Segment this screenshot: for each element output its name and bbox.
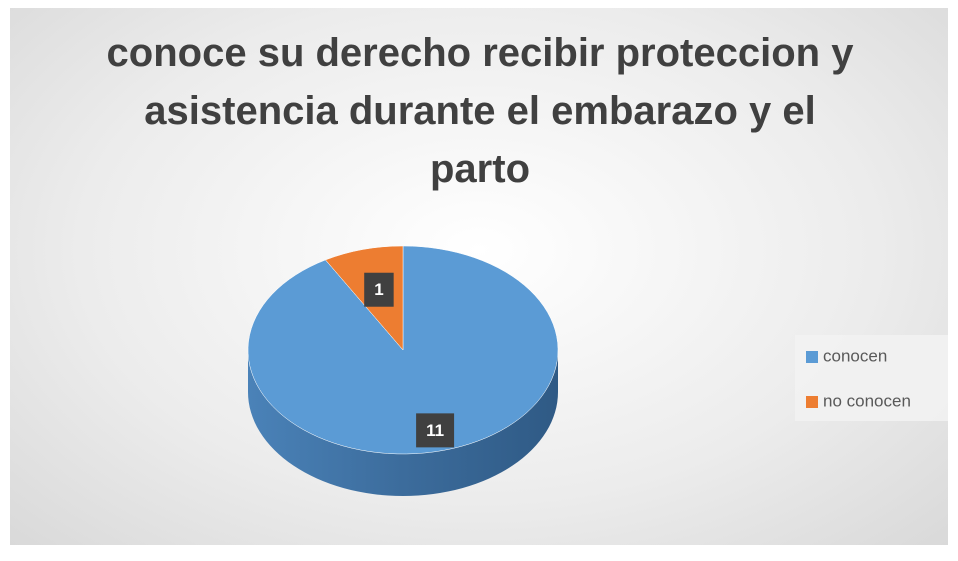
legend-swatch xyxy=(806,351,818,363)
data-label-box xyxy=(364,272,394,307)
chart-area: conoce su derecho recibir proteccion y a… xyxy=(10,8,948,545)
pie-side xyxy=(248,350,558,496)
data-label-box xyxy=(416,413,455,448)
legend: conocen no conocen xyxy=(795,335,948,421)
chart-title: conoce su derecho recibir proteccion y a… xyxy=(106,31,854,191)
legend-label: no conocen xyxy=(823,391,911,410)
legend-swatch xyxy=(806,396,818,408)
data-label-text: 1 xyxy=(374,280,383,299)
data-label: 11 xyxy=(416,413,455,448)
pie-slice xyxy=(247,245,559,455)
legend-label: conocen xyxy=(823,346,887,365)
data-label-text: 11 xyxy=(426,421,444,440)
data-label: 1 xyxy=(364,272,394,307)
legend-box xyxy=(795,335,948,421)
